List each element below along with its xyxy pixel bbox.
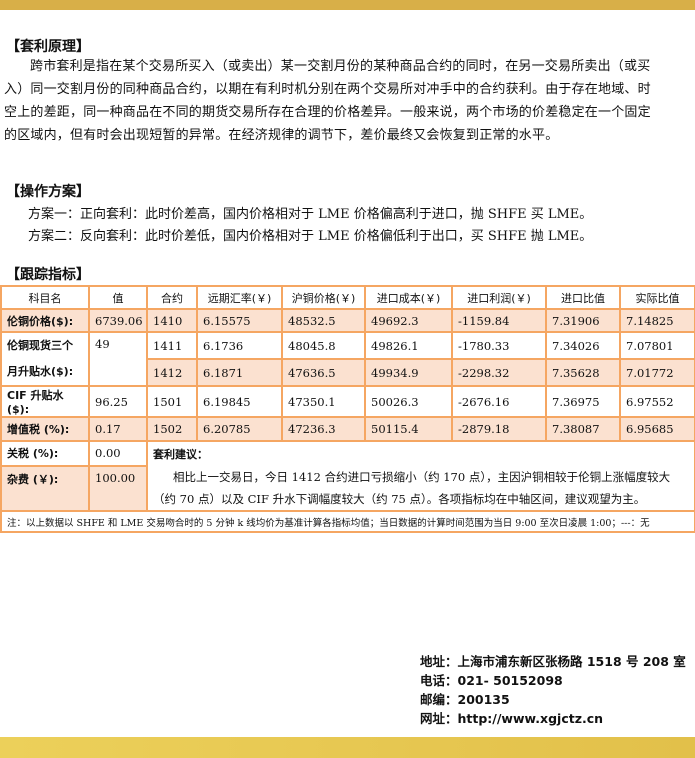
value-cell: 49 [88,331,148,387]
note-row: 注：以上数据以 SHFE 和 LME 交易吻合时的 5 分钟 k 线均价为基准计… [0,510,695,533]
cell: 49934.9 [364,358,453,387]
value-cell: 100.00 [88,464,148,513]
cell: 6.1871 [196,358,283,387]
cell: 7.07801 [619,331,695,360]
cell: 7.35628 [545,358,621,387]
bottom-banner [0,737,695,758]
table-row: 1412 6.1871 47636.5 49934.9 -2298.32 7.3… [1,358,695,387]
cell: 50115.4 [364,416,453,442]
cell: 49826.1 [364,331,453,360]
header-cell: 远期汇率(￥) [196,285,283,310]
top-banner [0,0,695,10]
cell: 6.15575 [196,308,283,333]
label-cell: 伦铜价格($): [0,308,90,333]
principle-heading: 【套利原理】 [6,39,90,55]
cell: 6.1736 [196,331,283,360]
cell: 47350.1 [281,385,366,418]
value-cell: 6739.06 [88,308,148,333]
cell: -1780.33 [451,331,547,360]
cell: 48532.5 [281,308,366,333]
cell: 47636.5 [281,358,366,387]
cell: -1159.84 [451,308,547,333]
cell: 1410 [146,308,198,333]
tracking-table: 科目名 值 合约 远期汇率(￥) 沪铜价格(￥) 进口成本(￥) 进口利润(￥)… [0,285,695,533]
plan-item-1: 方案一：正向套利：此时价差高，国内价格相对于 LME 价格偏高利于进口，抛 SH… [28,207,593,222]
value-cell: 0.17 [88,416,148,442]
cell: -2879.18 [451,416,547,442]
table-row: CIF 升贴水($): 96.25 1501 6.19845 47350.1 5… [0,385,695,418]
header-cell: 进口利润(￥) [451,285,547,310]
cell: 1411 [146,331,198,360]
cell: 6.97552 [619,385,695,418]
cell: 49692.3 [364,308,453,333]
cell: 1502 [146,416,198,442]
label-cell: 杂费 (￥): [0,464,90,513]
cell: 50026.3 [364,385,453,418]
principle-text: 跨市套利是指在某个交易所买入（或卖出）某一交割月份的某种商品合约的同时，在另一交… [4,59,651,143]
table-row: 伦铜现货三个月升贴水($): 49 1411 6.1736 48045.8 49… [0,331,695,387]
table-row: 杂费 (￥): 100.00 [0,464,695,513]
header-cell: 科目名 [0,285,90,310]
cell: 7.01772 [619,358,695,387]
value-cell: 0.00 [88,440,148,467]
cell: 1412 [146,358,198,387]
cell: 7.36975 [545,385,621,418]
table-row: 增值税 (%): 0.17 1502 6.20785 47236.3 50115… [0,416,695,442]
label-cell: CIF 升贴水($): [0,385,90,418]
cell: -2298.32 [451,358,547,387]
label-cell: 增值税 (%): [0,416,90,442]
cell: 1501 [146,385,198,418]
header-cell: 进口比值 [545,285,621,310]
cell: 7.31906 [545,308,621,333]
cell: 47236.3 [281,416,366,442]
header-cell: 沪铜价格(￥) [281,285,366,310]
header-cell: 进口成本(￥) [364,285,453,310]
contact-website[interactable]: 网址：http://www.xgjctz.cn [420,711,604,726]
cell: 6.95685 [619,416,695,442]
header-cell: 合约 [146,285,198,310]
header-cell: 实际比值 [619,285,695,310]
contact-phone: 电话：021- 50152098 [420,673,563,688]
contact-postcode: 邮编：200135 [420,692,510,707]
plan-item-2: 方案二：反向套利：此时价差低，国内价格相对于 LME 价格偏低利于出口，买 SH… [28,229,593,244]
cell: 7.14825 [619,308,695,333]
cell: 7.34026 [545,331,621,360]
value-cell: 96.25 [88,385,148,418]
cell: 48045.8 [281,331,366,360]
table-note: 注：以上数据以 SHFE 和 LME 交易吻合时的 5 分钟 k 线均价为基准计… [0,510,695,533]
label-cell: 伦铜现货三个月升贴水($): [0,331,90,387]
contact-address: 地址：上海市浦东新区张杨路 1518 号 208 室 [420,654,686,669]
cell: 7.38087 [545,416,621,442]
header-cell: 值 [88,285,148,310]
tracking-heading: 【跟踪指标】 [6,267,90,283]
advice-title: 套利建议： [153,448,208,461]
advice-text: 相比上一交易日，今日 1412 合约进口亏损缩小（约 170 点），主因沪铜相较… [153,470,671,506]
contact-block: 地址：上海市浦东新区张杨路 1518 号 208 室 电话：021- 50152… [420,652,686,728]
cell: 6.20785 [196,416,283,442]
table-row: 伦铜价格($): 6739.06 1410 6.15575 48532.5 49… [0,308,695,333]
cell: -2676.16 [451,385,547,418]
table-row: 关税 (%): 0.00 套利建议： 相比上一交易日，今日 1412 合约进口亏… [0,440,695,512]
cell: 6.19845 [196,385,283,418]
table-header: 科目名 值 合约 远期汇率(￥) 沪铜价格(￥) 进口成本(￥) 进口利润(￥)… [0,285,695,310]
plan-heading: 【操作方案】 [6,184,90,200]
advice-cell: 套利建议： 相比上一交易日，今日 1412 合约进口亏损缩小（约 170 点），… [146,440,695,512]
label-cell: 关税 (%): [0,440,90,467]
